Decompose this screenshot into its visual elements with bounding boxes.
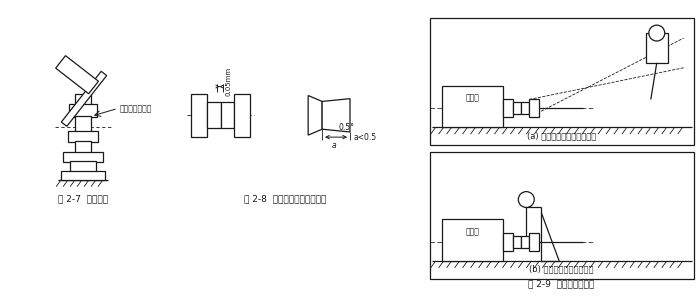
- Bar: [442, 219, 503, 261]
- Bar: [190, 94, 206, 137]
- Bar: [503, 100, 513, 117]
- Text: 图 2-7  注意事项: 图 2-7 注意事项: [58, 195, 108, 204]
- Bar: [234, 94, 251, 137]
- Text: 0.05mm: 0.05mm: [225, 66, 232, 95]
- Text: 原动机: 原动机: [466, 94, 480, 103]
- Bar: [522, 102, 529, 114]
- Bar: [75, 116, 91, 132]
- Bar: [513, 102, 522, 114]
- Text: 此处应垫一铜棒: 此处应垫一铜棒: [120, 104, 153, 113]
- Bar: [56, 56, 99, 94]
- Bar: [503, 233, 513, 251]
- Bar: [70, 161, 96, 172]
- Text: 图 2-8  联轴器之间的安装精度: 图 2-8 联轴器之间的安装精度: [244, 195, 326, 204]
- Bar: [522, 236, 529, 248]
- Polygon shape: [322, 99, 350, 132]
- Text: a: a: [332, 141, 337, 150]
- Polygon shape: [308, 95, 322, 135]
- Bar: [529, 233, 539, 251]
- Text: 图 2-9  安装精度的检查: 图 2-9 安装精度的检查: [528, 280, 594, 289]
- Bar: [430, 152, 694, 279]
- Bar: [529, 100, 539, 117]
- Bar: [61, 171, 105, 180]
- Text: (a) 用百分表检查联轴器端面: (a) 用百分表检查联轴器端面: [526, 131, 596, 140]
- Bar: [430, 18, 694, 145]
- Bar: [206, 102, 220, 128]
- Bar: [62, 71, 106, 126]
- Bar: [646, 33, 668, 63]
- Bar: [513, 236, 522, 248]
- Circle shape: [649, 25, 665, 41]
- Bar: [69, 104, 97, 117]
- Text: 原动机: 原动机: [466, 227, 480, 236]
- Text: a<0.5: a<0.5: [354, 133, 377, 142]
- Bar: [68, 131, 98, 142]
- Bar: [442, 85, 503, 127]
- Bar: [63, 152, 103, 162]
- Bar: [220, 102, 234, 128]
- Circle shape: [518, 192, 534, 208]
- Text: (b) 用百分表检查支座端面: (b) 用百分表检查支座端面: [529, 265, 594, 274]
- Bar: [75, 141, 91, 153]
- Text: 0.5°: 0.5°: [338, 123, 354, 132]
- Bar: [75, 94, 91, 105]
